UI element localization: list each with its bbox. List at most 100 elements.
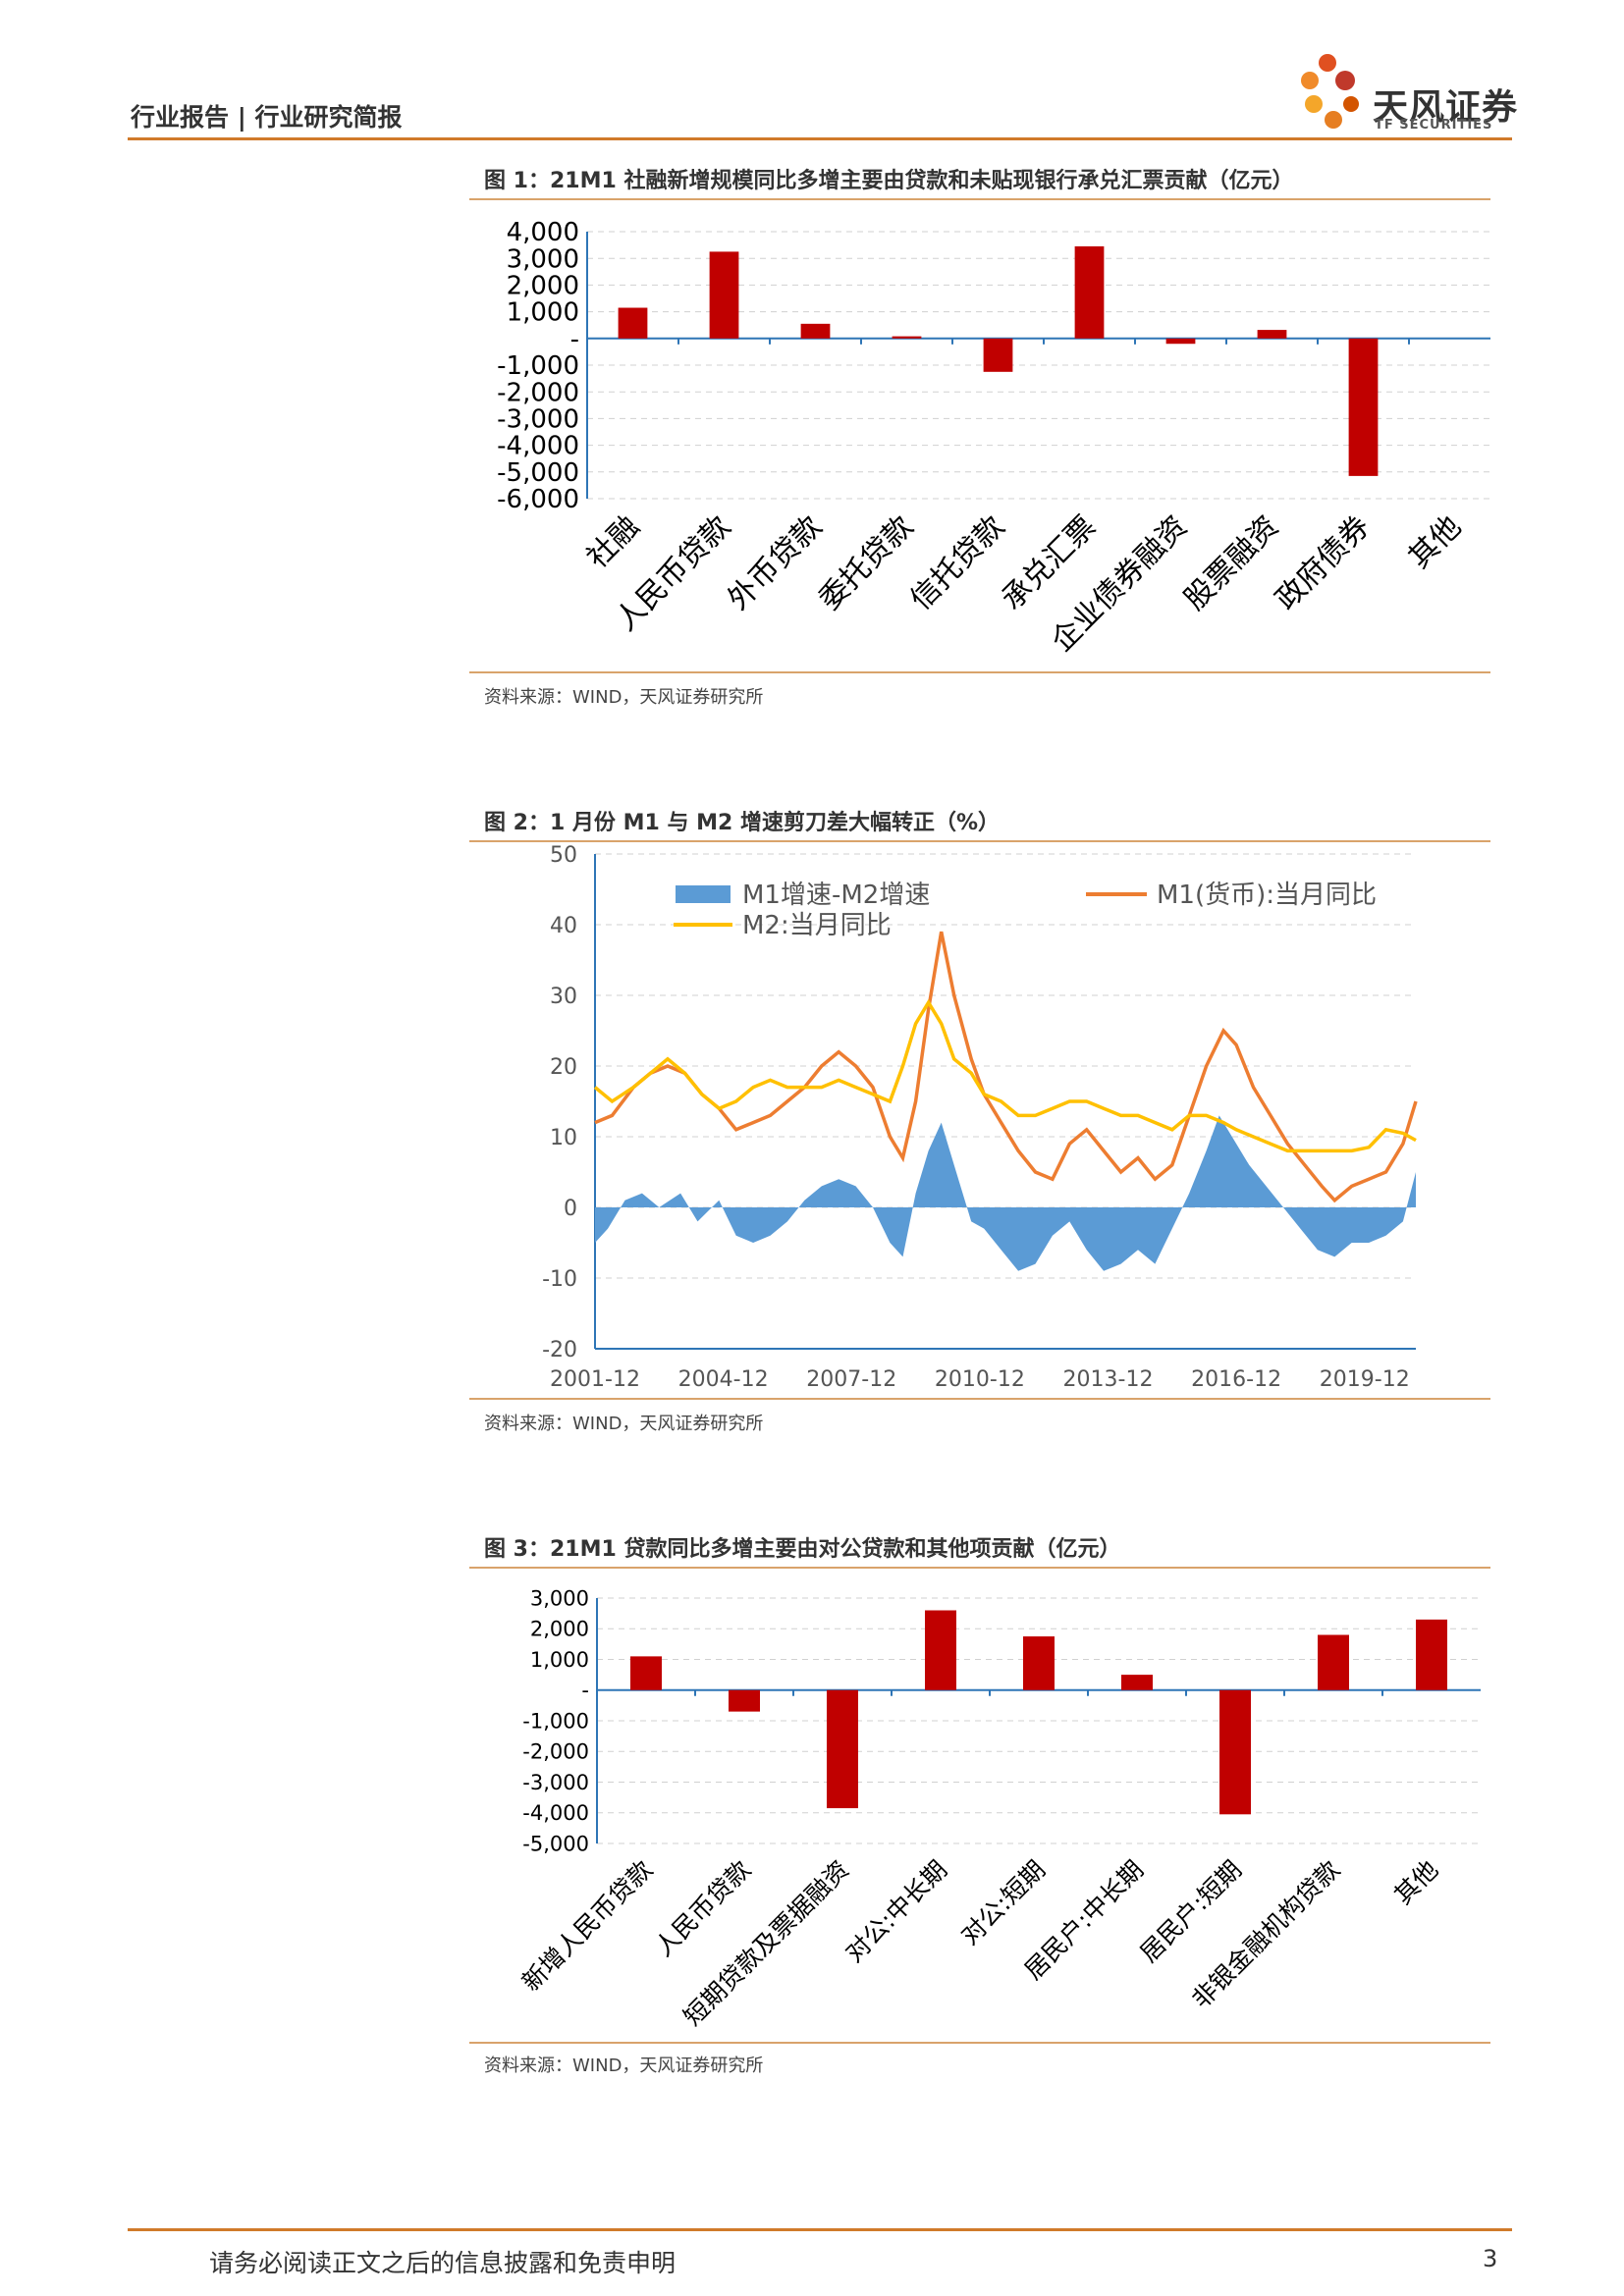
y-tick-label: 40	[550, 914, 577, 938]
bar	[892, 336, 922, 339]
bar	[1416, 1619, 1447, 1690]
x-tick-label: 2016-12	[1191, 1367, 1281, 1392]
y-tick-label: 0	[564, 1197, 577, 1221]
figure2-title: 图 2：1 月份 M1 与 M2 增速剪刀差大幅转正（%）	[484, 811, 1001, 835]
y-tick-label: 50	[550, 844, 577, 868]
figure1-bottom-rule	[469, 671, 1490, 673]
x-tick-label: 2010-12	[935, 1367, 1025, 1392]
x-tick-label: 社融	[580, 509, 646, 575]
y-tick-label: -4,000	[522, 1801, 589, 1825]
page-number: 3	[1483, 2245, 1498, 2272]
x-tick-label: 短期贷款及票据融资	[678, 1855, 855, 2032]
company-name-en: TF SECURITIES	[1375, 118, 1493, 133]
y-tick-label: -3,000	[522, 1771, 589, 1794]
figure1-top-rule	[469, 198, 1490, 200]
bar	[1257, 330, 1287, 339]
legend-swatch	[676, 885, 731, 903]
y-tick-label: -1,000	[522, 1709, 589, 1733]
y-tick-label: 4,000	[507, 218, 579, 247]
series-line-m1	[594, 931, 1418, 1203]
y-tick-label: 30	[550, 985, 577, 1009]
header-title: 行业报告 | 行业研究简报	[131, 103, 403, 132]
bar	[630, 1656, 662, 1690]
bar	[1348, 338, 1379, 476]
x-tick-label: 委托贷款	[813, 509, 921, 617]
figure3-svg: 3,000 2,000 1,000 - -1,000 -2,000 -3,000 -4,000…	[516, 1586, 1481, 2032]
bar	[1219, 1689, 1251, 1815]
x-tick-label: 2007-12	[806, 1367, 896, 1392]
bar	[1023, 1636, 1055, 1690]
figure3-chart: 3,000 2,000 1,000 - -1,000 -2,000 -3,000 -4,000…	[469, 1571, 1490, 2040]
x-tick-label: 信托贷款	[904, 509, 1012, 617]
figure2-bottom-rule	[469, 1398, 1490, 1400]
x-tick-label: 其他	[1388, 1855, 1443, 1910]
x-tick-label: 对公:中长期	[839, 1855, 952, 1968]
y-tick-label: -2,000	[522, 1740, 589, 1764]
x-tick-label: 2013-12	[1063, 1367, 1154, 1392]
y-tick-label: -1,000	[497, 351, 579, 381]
figure3-title: 图 3：21M1 贷款同比多增主要由对公贷款和其他项贡献（亿元）	[484, 1537, 1121, 1562]
bar	[800, 323, 831, 339]
y-tick-label: 10	[550, 1126, 577, 1150]
x-tick-label: 外币贷款	[722, 509, 830, 617]
y-tick-label: -5,000	[497, 458, 579, 488]
y-tick-label: 20	[550, 1055, 577, 1080]
figure1-source: 资料来源：WIND，天风证券研究所	[484, 687, 764, 708]
x-tick-label: 政府债券	[1270, 509, 1378, 617]
figure3-top-rule	[469, 1567, 1490, 1569]
logo-petal-icon	[1301, 72, 1319, 89]
bar	[1165, 338, 1196, 345]
y-tick-label: -	[570, 325, 579, 354]
figure2-top-rule	[469, 840, 1490, 842]
y-tick-label: 3,000	[507, 244, 579, 274]
company-name: 天风证券	[1373, 87, 1519, 128]
figure3-bottom-rule	[469, 2042, 1490, 2044]
y-tick-label: 3,000	[530, 1586, 589, 1610]
x-tick-label: 2001-12	[550, 1367, 640, 1392]
y-tick-label: -20	[542, 1338, 577, 1362]
bar	[925, 1610, 956, 1690]
bar	[1121, 1675, 1153, 1690]
bar	[827, 1689, 858, 1809]
bar	[729, 1689, 760, 1712]
figure1-chart: 4,000 3,000 2,000 1,000- -1,000 -2,000 -3,000-…	[469, 202, 1490, 671]
figure2-svg: 50 40 30 20 10 0 -10 -20 2001-12 2004-12 2007-12 20…	[542, 844, 1418, 1392]
x-tick-label: 股票融资	[1178, 509, 1286, 617]
bar	[983, 338, 1013, 372]
footer-divider	[128, 2228, 1512, 2231]
x-tick-label: 新增人民币贷款	[516, 1855, 658, 1997]
company-logo	[1301, 54, 1359, 129]
bar	[618, 307, 648, 339]
y-tick-label: -3,000	[497, 405, 579, 435]
figure3-source: 资料来源：WIND，天风证券研究所	[484, 2056, 764, 2076]
y-tick-label: -	[581, 1679, 589, 1702]
figure2-chart: 50 40 30 20 10 0 -10 -20 2001-12 2004-12 2007-12 20…	[469, 844, 1490, 1396]
legend-label: M2:当月同比	[742, 911, 892, 940]
y-tick-label: 1,000	[530, 1648, 589, 1672]
header-divider	[128, 137, 1512, 140]
y-tick-label: 2,000	[507, 272, 579, 301]
y-tick-label: -6,000	[497, 485, 579, 514]
x-tick-label: 对公:短期	[955, 1855, 1051, 1950]
y-tick-label: -10	[542, 1267, 577, 1292]
x-tick-label: 2019-12	[1320, 1367, 1410, 1392]
logo-petal-icon	[1325, 111, 1342, 129]
y-tick-label: 1,000	[507, 298, 579, 328]
bar	[1318, 1634, 1349, 1690]
logo-petal-icon	[1319, 54, 1336, 72]
x-tick-label: 人民币贷款	[649, 1855, 756, 1962]
logo-petal-icon	[1335, 71, 1355, 90]
logo-petal-icon	[1305, 95, 1323, 113]
x-tick-label: 其他	[1402, 509, 1468, 575]
y-tick-label: -5,000	[522, 1832, 589, 1855]
series-area-m1-m2-spread	[595, 1115, 1416, 1271]
bar	[709, 251, 739, 339]
legend-label: M1(货币):当月同比	[1157, 881, 1377, 910]
x-tick-label: 2004-12	[678, 1367, 769, 1392]
figure1-svg: 4,0003,0002,0001,000--1,000-2,000-3,000-…	[497, 218, 1490, 659]
figure2-source: 资料来源：WIND，天风证券研究所	[484, 1414, 764, 1434]
footer-disclaimer: 请务必阅读正文之后的信息披露和免责申明	[209, 2249, 677, 2277]
legend-label: M1增速-M2增速	[742, 881, 930, 910]
y-tick-label: 2,000	[530, 1618, 589, 1641]
figure1-title: 图 1：21M1 社融新增规模同比多增主要由贷款和未贴现银行承兑汇票贡献（亿元）	[484, 169, 1294, 193]
